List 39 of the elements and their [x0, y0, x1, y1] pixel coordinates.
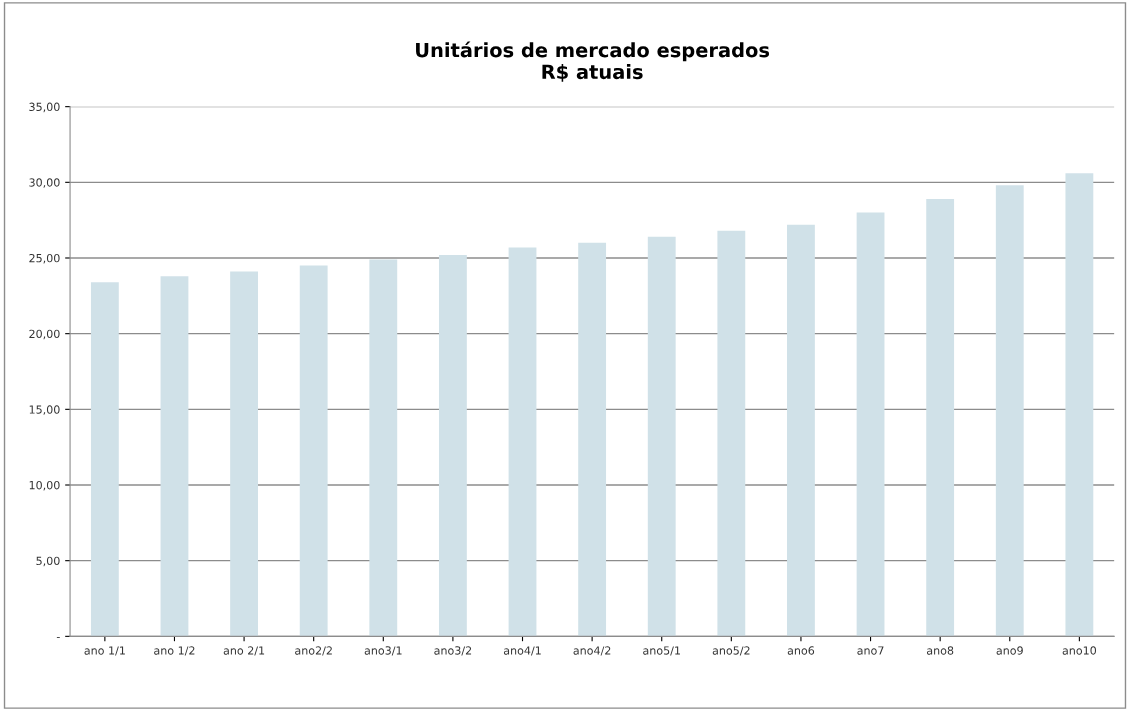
- bar: [787, 224, 815, 637]
- x-tick-label: ano6: [787, 646, 815, 655]
- y-tick-label: 15,00: [29, 405, 60, 415]
- x-tick-label: ano3/2: [434, 646, 472, 656]
- bar: [856, 212, 885, 637]
- bar: [995, 185, 1024, 637]
- x-tick-label: ano10: [1062, 646, 1097, 655]
- bar: [369, 259, 398, 637]
- y-tick-label: 5,00: [36, 556, 60, 567]
- x-tick-label: ano5/1: [643, 646, 680, 656]
- bar: [299, 265, 328, 637]
- x-tick-label: ano4/2: [573, 646, 611, 656]
- y-tick-label: 20,00: [29, 329, 60, 340]
- y-tick-label: 25,00: [29, 253, 60, 264]
- bar: [230, 271, 258, 637]
- x-tick-label: ano3/1: [364, 646, 402, 656]
- bar: [926, 198, 955, 637]
- y-tick-label: 35,00: [29, 102, 60, 113]
- x-tick-label: ano 2/1: [223, 646, 265, 656]
- bar: [508, 247, 537, 637]
- y-tick-label: -: [56, 637, 60, 638]
- bar: [578, 242, 607, 637]
- bar: [160, 276, 189, 637]
- bar: [1065, 173, 1094, 637]
- bar: [717, 230, 746, 637]
- x-tick-label: ano2/2: [295, 646, 332, 656]
- x-tick-label: ano7: [857, 646, 884, 655]
- bar: [647, 236, 676, 637]
- bar: [90, 282, 119, 637]
- x-tick-label: ano5/2: [712, 646, 750, 656]
- x-tick-label: ano4/1: [503, 646, 541, 656]
- x-tick-label: ano 1/1: [84, 646, 125, 656]
- x-tick-label: ano8: [926, 646, 954, 655]
- x-tick-label: ano 1/2: [154, 646, 195, 656]
- bar: [438, 254, 467, 637]
- y-tick-label: 10,00: [29, 480, 60, 491]
- chart-title: Unitários de mercado esperados R$ atuais: [416, 41, 770, 82]
- y-tick-label: 30,00: [29, 178, 60, 188]
- x-tick-label: ano9: [996, 646, 1023, 655]
